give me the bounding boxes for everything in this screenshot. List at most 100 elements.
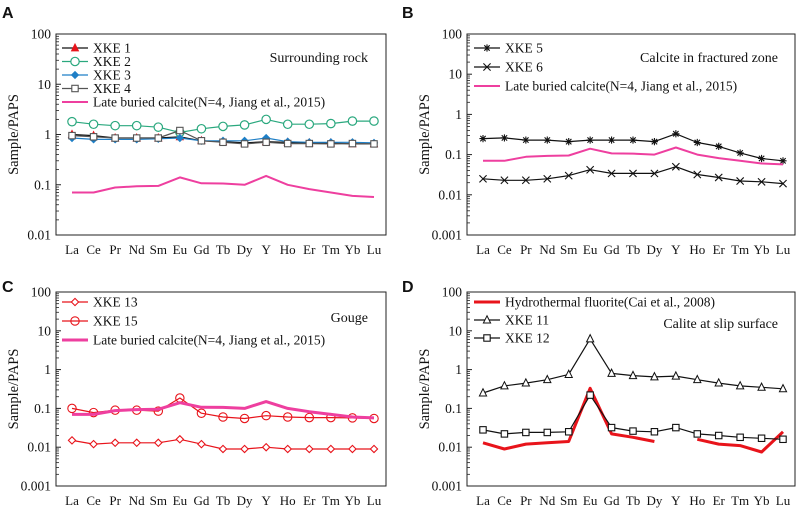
x-tick-label: Pr [109, 493, 121, 508]
legend-label: Hydrothermal fluorite(Cai et al., 2008) [505, 295, 715, 310]
data-point [132, 134, 141, 142]
data-point [500, 134, 509, 142]
data-point [607, 136, 616, 144]
data-point [521, 176, 530, 185]
data-point [607, 368, 616, 377]
data-point [692, 374, 702, 384]
legend-label: XKE 13 [93, 295, 138, 310]
y-tick-label: 1 [44, 362, 51, 377]
data-point [218, 121, 228, 132]
legend-marker [70, 70, 80, 80]
x-tick-label: Sm [150, 242, 167, 257]
data-point [262, 138, 270, 147]
data-point [240, 140, 249, 148]
legend-label: Late buried calcite(N=4, Jiang et al., 2… [93, 333, 325, 348]
data-point [650, 169, 659, 178]
x-tick-label: La [476, 242, 490, 257]
x-tick-label: Tm [322, 493, 340, 508]
data-point [779, 157, 787, 165]
data-point [650, 428, 659, 436]
x-tick-label: Ho [689, 242, 705, 257]
y-tick-label: 10 [449, 323, 463, 338]
panel-annotation: Calcite in fractured zone [640, 51, 778, 66]
series-xke-11: XKE 11 [474, 313, 788, 397]
data-point [154, 134, 163, 142]
y-tick-label: 0.01 [438, 440, 462, 455]
data-point [586, 136, 594, 144]
legend-label: XKE 6 [505, 60, 543, 75]
y-tick-label: 0.01 [438, 187, 462, 202]
x-tick-label: Sm [560, 242, 577, 257]
data-point [757, 381, 766, 391]
data-point [153, 438, 163, 448]
data-point [176, 126, 184, 135]
legend-label: XKE 15 [93, 314, 138, 329]
x-tick-label: Pr [520, 493, 532, 508]
x-tick-label: Tb [216, 242, 230, 257]
y-tick-label: 100 [442, 27, 463, 42]
series-xke-5: XKE 5 [474, 41, 787, 165]
x-tick-label: Nd [539, 493, 555, 508]
x-tick-label: Y [671, 242, 681, 257]
data-point [479, 135, 487, 143]
data-point [153, 122, 164, 132]
data-point [369, 116, 379, 126]
data-point [542, 374, 552, 384]
legend-marker [70, 316, 80, 326]
y-tick-label: 0.01 [27, 228, 51, 243]
x-tick-label: Yb [344, 493, 360, 508]
series-late-buried-calcite-n-4-jiang-et-al-2015: Late buried calcite(N=4, Jiang et al., 2… [62, 333, 375, 420]
x-tick-label: Tm [731, 242, 749, 257]
data-point [736, 149, 744, 157]
data-point [779, 435, 787, 444]
data-point [67, 435, 77, 445]
series-xke-2: XKE 2 [62, 54, 379, 138]
data-point [175, 133, 185, 143]
series-late-buried-calcite-n-4-jiang-et-al-2015: Late buried calcite(N=4, Jiang et al., 2… [474, 79, 784, 166]
series-line [72, 400, 375, 420]
data-point [500, 430, 509, 438]
y-tick-label: 100 [31, 285, 52, 300]
panel-b: B 0.001 0.01 0.1 1 10 100 Sample/PAPS La Ce Pr Nd Sm… [402, 5, 796, 257]
data-point [693, 138, 701, 147]
data-point [607, 423, 616, 432]
series-xke-12: XKE 12 [474, 331, 787, 444]
legend-label: XKE 1 [93, 41, 131, 56]
data-point [67, 403, 77, 414]
series-late-buried-calcite-n-4-jiang-et-al-2015: Late buried calcite(N=4, Jiang et al., 2… [62, 95, 375, 198]
x-tick-label: Dy [646, 242, 662, 257]
data-point [218, 412, 228, 422]
x-tick-label: Ho [280, 493, 296, 508]
y-tick-label: 100 [31, 27, 52, 42]
data-point [131, 120, 142, 131]
data-point [479, 174, 487, 183]
data-point [67, 116, 77, 127]
x-tick-label: Er [713, 493, 726, 508]
data-point [500, 380, 509, 390]
data-point [347, 116, 358, 126]
data-point [543, 174, 552, 183]
y-axis-label: Sample/PAPS [417, 349, 433, 430]
panel-annotation: Surrounding rock [270, 51, 368, 66]
data-point [369, 444, 379, 454]
panel-letter: C [2, 279, 14, 296]
data-point [89, 439, 98, 449]
plot-frame [466, 291, 796, 487]
y-axis-label: Sample/PAPS [417, 94, 433, 175]
x-tick-label: Yb [754, 493, 770, 508]
data-point [757, 434, 766, 443]
data-point [628, 370, 638, 380]
data-point [197, 137, 206, 145]
x-tick-label: Tm [322, 242, 340, 257]
x-tick-label: La [65, 493, 79, 508]
data-point [671, 370, 681, 380]
y-tick-label: 1 [44, 127, 51, 142]
x-tick-label: Ho [280, 242, 296, 257]
data-point [110, 438, 120, 448]
y-tick-label: 10 [449, 67, 463, 82]
data-point [672, 423, 680, 432]
data-point [693, 430, 702, 438]
data-point [348, 139, 357, 148]
x-tick-label: Gd [604, 242, 620, 257]
legend-marker [483, 44, 491, 52]
